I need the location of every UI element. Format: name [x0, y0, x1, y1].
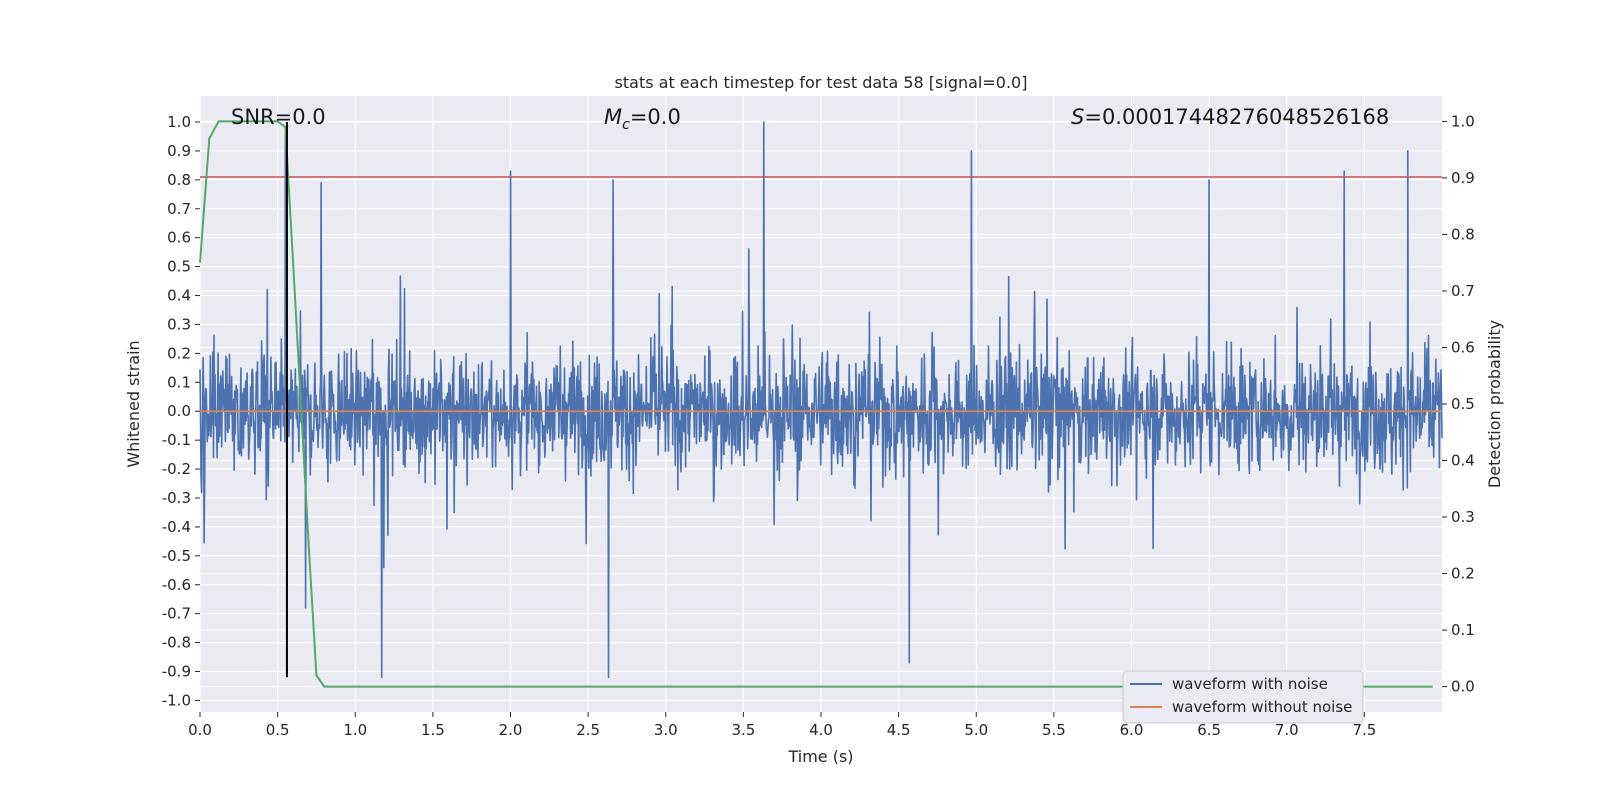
y2-tick-label: 1.0 — [1451, 112, 1475, 130]
y2-tick-label: 0.5 — [1451, 395, 1475, 413]
y-tick-label: -0.8 — [162, 634, 191, 652]
detection-probability-line — [199, 120, 1433, 688]
y2-tick-label: 0.4 — [1451, 452, 1475, 470]
series-waveform-with-noise — [199, 121, 1443, 679]
x-tick-label: 0.0 — [188, 721, 212, 739]
x-tick-label: 3.0 — [654, 721, 678, 739]
y-tick-label: 0.6 — [167, 229, 191, 247]
legend: waveform with noise waveform without noi… — [1122, 670, 1364, 724]
x-tick-label: 4.5 — [887, 721, 911, 739]
x-tick-label: 5.5 — [1042, 721, 1066, 739]
x-tick-label: 6.5 — [1197, 721, 1221, 739]
y2-tick-label: 0.0 — [1451, 678, 1475, 696]
y-tick-label: -0.1 — [162, 431, 191, 449]
legend-box — [1122, 670, 1364, 724]
snr-annotation: SNR=0.0 — [231, 105, 326, 129]
x-tick-label: 5.0 — [964, 721, 988, 739]
x-axis-label: Time (s) — [787, 747, 853, 766]
y2-tick-label: 0.3 — [1451, 508, 1475, 526]
y-tick-label: -0.2 — [162, 460, 191, 478]
y-tick-label: 0.1 — [167, 373, 191, 391]
y-tick-label: -0.7 — [162, 605, 191, 623]
y-tick-label: -0.4 — [162, 518, 191, 536]
score-annotation: S=0.00017448276048526168 — [1071, 105, 1389, 129]
x-tick-label: 1.0 — [343, 721, 367, 739]
y-tick-label: -1.0 — [162, 691, 191, 709]
y-tick-label: 0.8 — [167, 171, 191, 189]
x-tick-label: 7.0 — [1275, 721, 1299, 739]
y-tick-label: 0.0 — [167, 402, 191, 420]
x-tick-label: 0.5 — [266, 721, 290, 739]
y-tick-label: 0.3 — [167, 315, 191, 333]
chart-title: stats at each timestep for test data 58 … — [615, 73, 1028, 92]
y-tick-label: 0.5 — [167, 258, 191, 276]
x-tick-label: 2.0 — [499, 721, 523, 739]
axes: 0.0 0.5 1.0 1.5 2.0 2.5 3.0 3.5 4.0 4.5 5.0 5.5 6.0 6… — [162, 112, 1475, 739]
y2-tick-label: 0.6 — [1451, 338, 1475, 356]
legend-label-noise: waveform with noise — [1172, 675, 1328, 693]
y-axis-label: Whitened strain — [124, 340, 143, 467]
y-tick-label: 1.0 — [167, 113, 191, 131]
y2-axis-label: Detection probability — [1485, 320, 1504, 488]
y-tick-label: 0.9 — [167, 142, 191, 160]
y2-tick-label: 0.7 — [1451, 282, 1475, 300]
y2-tick-label: 0.2 — [1451, 565, 1475, 583]
x-tick-label: 2.5 — [576, 721, 600, 739]
y-tick-label: -0.5 — [162, 547, 191, 565]
legend-label-clean: waveform without noise — [1172, 698, 1352, 716]
y2-tick-label: 0.9 — [1451, 169, 1475, 187]
y-tick-label: 0.4 — [167, 287, 191, 305]
x-tick-label: 4.0 — [809, 721, 833, 739]
chirp-mass-annotation: Mc=0.0 — [604, 105, 681, 133]
x-tick-label: 7.5 — [1352, 721, 1376, 739]
y2-tick-label: 0.8 — [1451, 225, 1475, 243]
y-tick-label: 0.2 — [167, 344, 191, 362]
y-tick-label: -0.9 — [162, 663, 191, 681]
waveform-with-noise-line — [199, 121, 1443, 679]
y2-tick-label: 0.1 — [1451, 621, 1475, 639]
y-tick-label: -0.6 — [162, 576, 191, 594]
lines — [199, 120, 1442, 688]
y-tick-label: 0.7 — [167, 200, 191, 218]
x-tick-label: 3.5 — [731, 721, 755, 739]
x-tick-label: 1.5 — [421, 721, 445, 739]
x-tick-label: 6.0 — [1120, 721, 1144, 739]
y-tick-label: -0.3 — [162, 489, 191, 507]
